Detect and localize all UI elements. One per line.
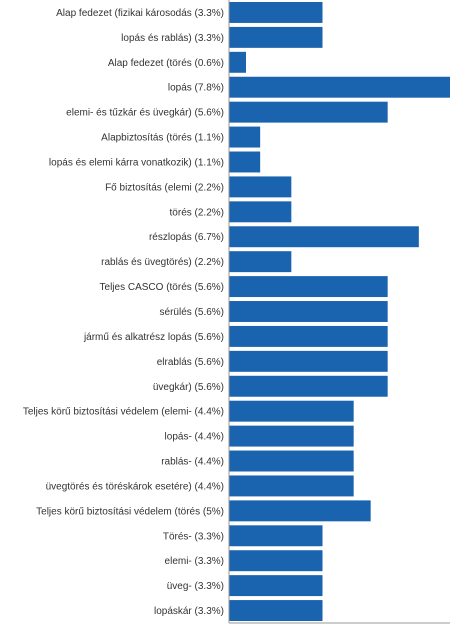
- category-label: lopáskár (3.3%): [154, 606, 224, 617]
- bar: [229, 1, 323, 23]
- bar: [229, 101, 388, 123]
- category-label: Alap fedezet (törés (0.6%): [108, 58, 224, 69]
- category-label: Alapbiztosítás (törés (1.1%): [101, 133, 224, 144]
- bar: [229, 301, 388, 322]
- bar: [229, 600, 323, 622]
- category-label: lopás és elemi kárra vonatkozik) (1.1%): [49, 157, 224, 168]
- category-labels-group: Alap fedezet (fizikai károsodás (3.3%) lo…: [23, 8, 224, 617]
- category-label: üvegkár) (5.6%): [153, 382, 224, 393]
- category-label: elemi- (3.3%): [165, 556, 224, 567]
- category-label: Teljes körű biztosítási védelem (elemi- …: [23, 407, 224, 418]
- bar: [229, 550, 323, 572]
- bar: [229, 375, 388, 397]
- bar: [229, 450, 354, 472]
- bar: [229, 151, 261, 173]
- category-label: Teljes CASCO (törés (5.6%): [100, 282, 224, 293]
- category-label: rablás- (4.4%): [161, 457, 224, 468]
- category-label: törés (2.2%): [170, 207, 224, 218]
- bar: [229, 425, 354, 447]
- category-label: lopás- (4.4%): [165, 432, 224, 443]
- category-label: jármű és alkatrész lopás (5.6%): [83, 332, 224, 343]
- bar: [229, 51, 246, 73]
- bar: [229, 176, 292, 198]
- bars-group: [229, 1, 450, 622]
- bar: [229, 201, 292, 223]
- category-label: Fő biztosítás (elemi (2.2%): [105, 182, 224, 193]
- category-label: elrablás (5.6%): [157, 357, 224, 368]
- bar: [229, 525, 323, 547]
- bar: [229, 26, 323, 48]
- bar: [229, 475, 354, 497]
- bar: [229, 76, 450, 98]
- bar: [229, 226, 419, 248]
- category-label: Alap fedezet (fizikai károsodás (3.3%): [56, 8, 224, 19]
- bar: [229, 325, 388, 347]
- bar: [229, 575, 323, 597]
- category-label: rablás és üvegtörés) (2.2%): [101, 257, 224, 268]
- category-label: sérülés (5.6%): [160, 307, 224, 318]
- category-label: üvegtörés és töréskárok esetére) (4.4%): [46, 481, 224, 492]
- category-label: Teljes körű biztosítási védelem (törés (…: [36, 506, 224, 517]
- bar: [229, 500, 371, 522]
- category-label: üveg- (3.3%): [167, 581, 224, 592]
- category-label: Törés- (3.3%): [163, 531, 224, 542]
- category-label: lopás és rablás) (3.3%): [121, 33, 224, 44]
- bar: [229, 276, 388, 298]
- bar: [229, 251, 292, 273]
- category-label: részlopás (6.7%): [149, 232, 224, 243]
- bar: [229, 400, 354, 422]
- category-label: lopás (7.8%): [168, 83, 224, 94]
- category-label: elemi- és tűzkár és üvegkár) (5.6%): [66, 108, 224, 119]
- bar: [229, 350, 388, 372]
- bar: [229, 126, 261, 148]
